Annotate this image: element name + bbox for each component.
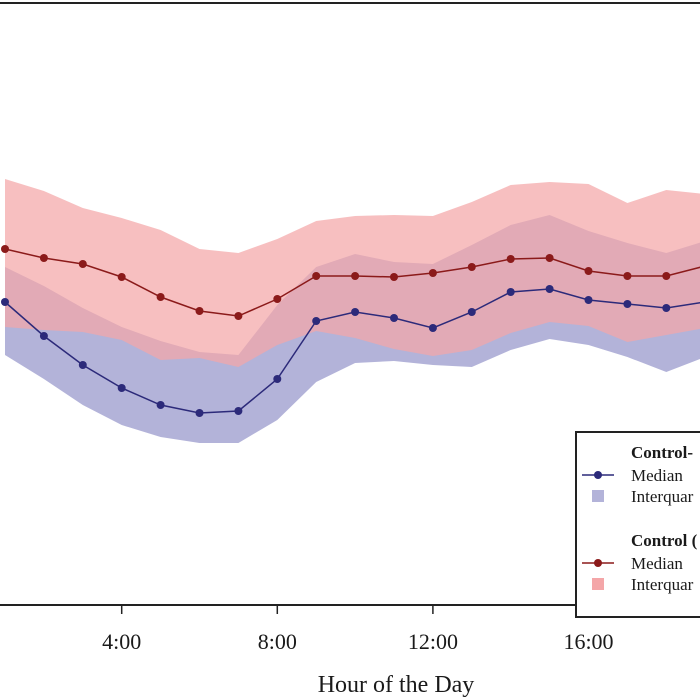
median-point-series-2 [467, 263, 476, 271]
legend-median-label-series-1: Median [631, 466, 683, 485]
median-point-series-2 [428, 269, 437, 277]
legend-title-series-1: Control- [631, 443, 693, 462]
x-tick-label: 12:00 [408, 629, 458, 654]
legend-band-swatch-series-1 [592, 490, 604, 502]
median-point-series-1 [662, 304, 671, 312]
legend: Control- Median Interquar Control ( Medi… [575, 431, 700, 618]
legend-title-series-2: Control ( [631, 531, 698, 550]
median-point-series-1 [39, 332, 48, 340]
legend-band-swatch-series-2 [592, 578, 604, 590]
median-point-series-1 [273, 375, 282, 383]
median-point-series-2 [78, 260, 87, 268]
legend-marker-series-2 [594, 559, 602, 567]
median-point-series-2 [390, 273, 398, 281]
median-point-series-1 [117, 384, 126, 392]
median-point-series-2 [312, 272, 321, 280]
median-line-series-1 [4, 288, 700, 414]
median-point-series-1 [195, 409, 204, 417]
median-point-series-1 [428, 324, 437, 332]
median-point-series-1 [545, 285, 554, 293]
median-point-series-2 [156, 293, 165, 301]
x-tick-label: 8:00 [258, 629, 297, 654]
legend-band-label-series-2: Interquar [631, 575, 694, 594]
median-point-series-1 [234, 407, 243, 415]
median-point-series-2 [195, 307, 204, 315]
median-point-series-2 [662, 272, 671, 280]
median-point-series-2 [117, 273, 126, 281]
legend-median-label-series-2: Median [631, 554, 683, 573]
median-point-series-1 [78, 361, 87, 369]
median-point-series-1 [312, 317, 321, 325]
x-tick-label: 16:00 [563, 629, 613, 654]
median-point-series-2 [351, 272, 360, 280]
median-point-series-2 [545, 254, 554, 262]
median-point-series-1 [390, 314, 398, 322]
median-line-series-2 [4, 248, 700, 317]
median-point-series-2 [39, 254, 48, 262]
median-point-series-2 [506, 255, 515, 263]
median-point-series-1 [467, 308, 476, 316]
median-point-series-1 [351, 308, 360, 316]
median-point-series-1 [506, 288, 515, 296]
point-layer [1, 245, 671, 417]
median-point-series-2 [234, 312, 243, 320]
legend-band-label-series-1: Interquar [631, 487, 694, 506]
median-point-series-1 [156, 401, 165, 409]
median-point-series-2 [273, 295, 282, 303]
median-point-series-1 [584, 296, 593, 304]
line-layer [4, 248, 700, 414]
x-tick-label: 4:00 [102, 629, 141, 654]
median-point-series-2 [623, 272, 632, 280]
x-axis-title: Hour of the Day [318, 672, 475, 698]
median-point-series-1 [623, 300, 632, 308]
legend-marker-series-1 [594, 471, 602, 479]
median-point-series-1 [1, 298, 9, 306]
median-point-series-2 [584, 267, 593, 275]
median-point-series-2 [1, 245, 9, 253]
